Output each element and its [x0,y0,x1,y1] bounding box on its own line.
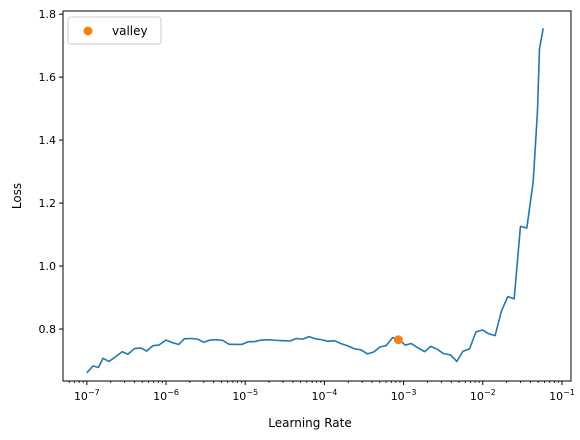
valley-point [393,335,403,345]
y-axis-label: Loss [10,183,24,209]
x-tick-label: 10−4 [312,388,338,403]
y-tick-label: 1.4 [39,134,57,147]
y-tick-label: 1.6 [39,71,57,84]
y-tick-label: 1.2 [39,197,57,210]
y-tick-label: 0.8 [39,323,57,336]
x-tick-label: 10−5 [232,388,258,403]
y-tick-label: 1.0 [39,260,57,273]
plot-background [63,11,571,381]
legend-label-valley: valley [112,24,148,38]
x-tick-label: 10−2 [470,388,496,403]
loss-series-line [86,28,545,374]
x-axis-ticks: 10−7 10−6 10−5 10−4 10−3 10−2 10−1 [68,381,575,403]
marker-layer [393,335,403,345]
y-tick-label: 1.8 [39,8,57,21]
x-tick-label: 10−6 [153,388,179,403]
x-tick-label: 10−1 [549,388,575,403]
legend: valley [67,16,162,45]
legend-marker-valley [83,26,93,36]
x-axis-label: Learning Rate [268,416,351,430]
x-tick-label: 10−7 [74,388,100,403]
series-layer [86,28,545,374]
y-axis-ticks: 0.8 1.0 1.2 1.4 1.6 1.8 [39,8,63,336]
x-tick-label: 10−3 [391,388,417,403]
legend-box [67,16,162,45]
